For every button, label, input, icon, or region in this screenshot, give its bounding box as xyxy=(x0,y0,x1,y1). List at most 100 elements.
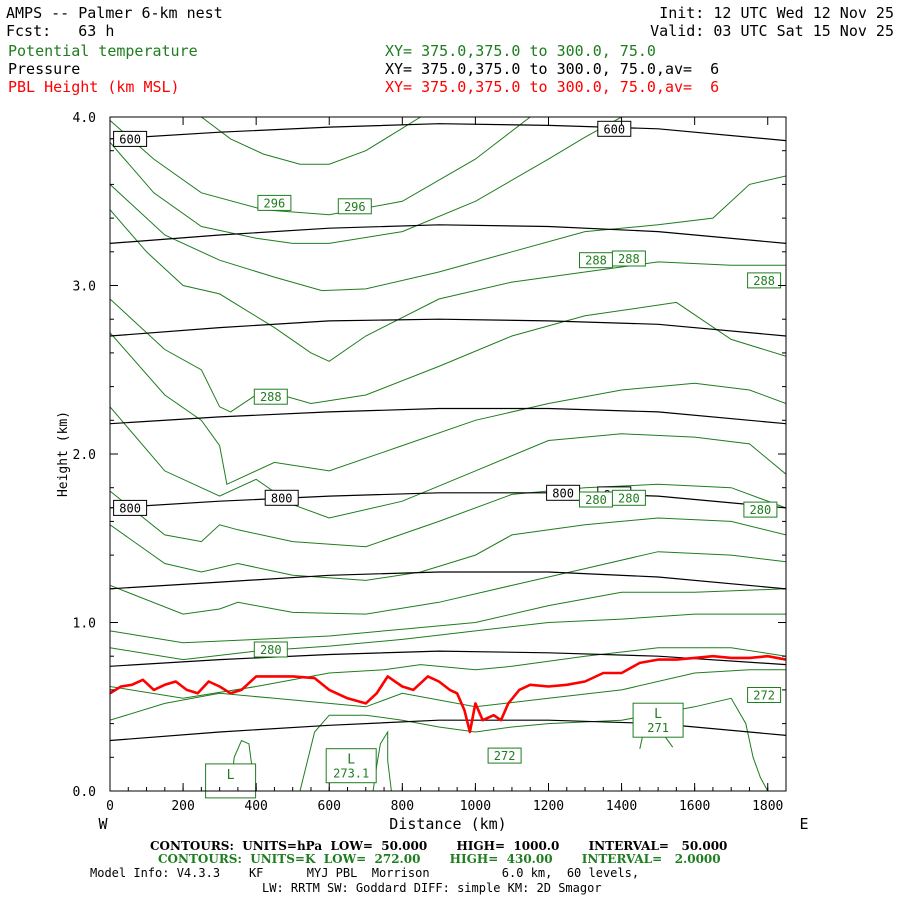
footer-physics-info: LW: RRTM SW: Goddard DIFF: simple KM: 2D… xyxy=(262,881,602,895)
field-theta-name: Potential temperature xyxy=(8,42,198,60)
isobar-650 xyxy=(110,224,786,244)
svg-text:288: 288 xyxy=(260,390,282,404)
pbl-height-series xyxy=(110,654,786,734)
theta-isentrope-4 xyxy=(110,209,786,362)
theta-isentrope-15 xyxy=(299,697,786,791)
svg-text:272: 272 xyxy=(753,689,775,703)
theta-label: 272 xyxy=(747,687,782,703)
field-pressure-name: Pressure xyxy=(8,60,81,78)
svg-text:273.1: 273.1 xyxy=(333,767,369,781)
theta-label: 288 xyxy=(579,252,613,269)
svg-text:280: 280 xyxy=(585,493,607,507)
theta-isentrope-13 xyxy=(110,647,786,699)
y-tick-label: 3.0 xyxy=(73,280,96,295)
isobar-800 xyxy=(110,492,786,509)
field-pbl-name: PBL Height (km MSL) xyxy=(8,78,180,96)
init-time: Init: 12 UTC Wed 12 Nov 25 xyxy=(659,4,894,22)
y-axis-label: Height (km) xyxy=(56,411,71,497)
field-theta-xy: XY= 375.0,375.0 to 300.0, 75.0 xyxy=(385,42,656,60)
svg-text:296: 296 xyxy=(264,196,286,210)
theta-isentrope-1 xyxy=(110,117,531,216)
footer-model-info: Model Info: V4.3.3 KF MYJ PBL Morrison 6… xyxy=(90,866,640,880)
x-tick-label: 1200 xyxy=(533,799,564,814)
field-pressure-xy: XY= 375.0,375.0 to 300.0, 75.0,av= 6 xyxy=(385,60,720,78)
x-tick-label: 1000 xyxy=(460,799,491,814)
theta-label: 288 xyxy=(253,388,288,405)
isobar-900 xyxy=(110,650,786,667)
svg-text:600: 600 xyxy=(119,132,141,146)
isobar-label: 800 xyxy=(113,499,148,516)
y-tick-label: 2.0 xyxy=(73,448,96,463)
isobar-label: 800 xyxy=(546,484,581,501)
theta-label: 272 xyxy=(487,747,522,764)
theta-isentrope-7 xyxy=(110,406,786,519)
theta-isentrope-8 xyxy=(110,483,786,548)
x-tick-label: 600 xyxy=(318,799,341,814)
svg-text:288: 288 xyxy=(753,274,775,288)
svg-text:288: 288 xyxy=(618,252,640,266)
svg-text:272: 272 xyxy=(494,749,516,763)
svg-text:288: 288 xyxy=(585,254,607,268)
isobar-label: 600 xyxy=(597,120,632,137)
svg-text:L: L xyxy=(227,768,235,783)
east-label: E xyxy=(799,815,808,833)
axes: 0 200 400 600 800 1000 1200 1400 1600 1800 0.0 1.0 2… xyxy=(73,111,787,814)
pressure-isobars xyxy=(110,123,786,742)
theta-label: 280 xyxy=(611,489,646,506)
theta-label: 280 xyxy=(743,501,778,518)
svg-text:800: 800 xyxy=(119,501,141,515)
footer-pressure-contours: CONTOURS: UNITS=hPa LOW= 50.000 HIGH= 10… xyxy=(150,839,728,853)
theta-isentrope-10 xyxy=(110,551,786,615)
y-tick-label: 0.0 xyxy=(73,785,96,800)
svg-text:800: 800 xyxy=(552,486,574,500)
isobar-950 xyxy=(110,719,786,742)
theta-low-marker: L xyxy=(205,763,257,799)
svg-text:L: L xyxy=(347,753,355,768)
isobar-label: 600 xyxy=(113,130,148,147)
isobar-700 xyxy=(110,318,786,337)
x-axis-label: Distance (km) xyxy=(389,815,506,833)
theta-label: 288 xyxy=(747,272,782,289)
svg-text:800: 800 xyxy=(271,491,293,505)
isobar-600 xyxy=(110,123,786,142)
svg-text:L: L xyxy=(654,707,662,722)
svg-text:280: 280 xyxy=(618,491,640,505)
theta-label: 296 xyxy=(257,194,292,211)
svg-text:280: 280 xyxy=(260,643,282,657)
svg-text:600: 600 xyxy=(603,122,625,136)
field-pbl-xy: XY= 375.0,375.0 to 300.0, 75.0,av= 6 xyxy=(385,78,720,96)
theta-isentrope-9 xyxy=(110,517,786,581)
x-tick-label: 200 xyxy=(171,799,194,814)
x-tick-label: 400 xyxy=(244,799,267,814)
theta-label: 296 xyxy=(337,198,372,215)
svg-text:280: 280 xyxy=(750,503,772,517)
y-tick-label: 1.0 xyxy=(73,617,96,632)
theta-isentrope-14 xyxy=(110,669,786,721)
theta-label: 280 xyxy=(253,641,288,658)
x-tick-label: 0 xyxy=(106,799,114,814)
x-tick-label: 1800 xyxy=(752,799,783,814)
pbl-height-line xyxy=(110,654,786,734)
theta-isentrope-6 xyxy=(110,332,786,486)
theta-isentrope-0 xyxy=(201,117,421,165)
svg-text:296: 296 xyxy=(344,200,366,214)
x-tick-label: 1600 xyxy=(679,799,710,814)
theta-isentrope-3 xyxy=(110,175,786,292)
valid-time: Valid: 03 UTC Sat 15 Nov 25 xyxy=(650,22,894,40)
west-label: W xyxy=(98,815,108,833)
y-tick-label: 4.0 xyxy=(73,111,96,126)
isobar-750 xyxy=(110,407,786,425)
theta-isentrope-11 xyxy=(110,588,786,644)
contour-labels: 6006008008008008002962962882882882882802… xyxy=(113,120,782,799)
isobar-850 xyxy=(110,571,786,590)
footer-theta-contours: CONTOURS: UNITS=K LOW= 272.00 HIGH= 430.… xyxy=(158,852,721,866)
theta-label: 280 xyxy=(579,491,613,508)
model-title: AMPS -- Palmer 6-km nest xyxy=(6,4,223,22)
forecast-hour: Fcst: 63 h xyxy=(6,22,115,40)
theta-isentrope-5 xyxy=(110,298,786,413)
theta-isentrope-12 xyxy=(110,613,786,661)
theta-isentropes xyxy=(110,117,786,791)
